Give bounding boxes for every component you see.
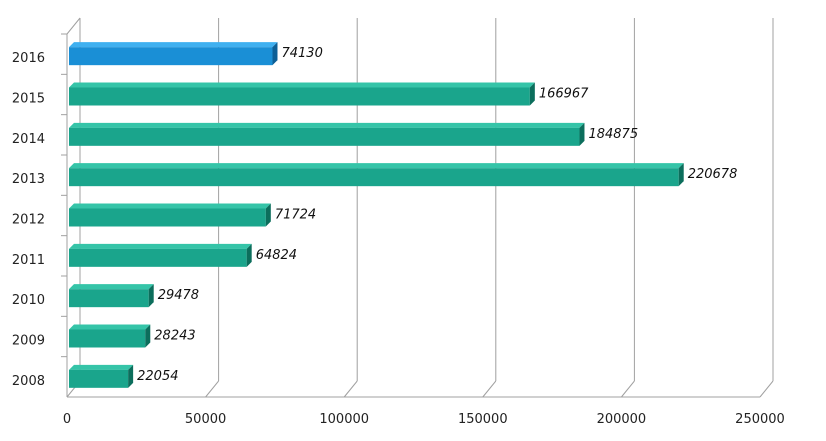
bar-top-face: [69, 122, 585, 128]
bar-top-face: [69, 203, 271, 209]
y-axis-top-edge: [66, 17, 81, 35]
bar-front-face: [69, 208, 266, 227]
bar-2016: [69, 42, 278, 66]
data-label-2012: 71724: [275, 208, 316, 223]
axes: 0 50000 100000 150000 200000 250000 2008 2009 20…: [12, 17, 785, 427]
y-tick-label: 2011: [12, 253, 45, 268]
x-tick-label: 250000: [735, 412, 785, 427]
gridline-floor-200000: [621, 380, 635, 398]
bar-end-face: [579, 122, 585, 146]
gridline-floor-150000: [482, 380, 497, 398]
bar-2011: [69, 243, 252, 267]
bar-top-face: [69, 284, 154, 290]
bar-2014: [69, 122, 585, 146]
x-tick-label: 200000: [597, 412, 647, 427]
bar-front-face: [69, 369, 129, 388]
y-tick-label: 2015: [12, 92, 45, 107]
bar-end-face: [145, 324, 151, 348]
bar-top-face: [69, 243, 252, 249]
bar-2008: [69, 364, 134, 388]
data-label-2011: 64824: [256, 248, 297, 263]
gridline-floor-50000: [205, 380, 219, 398]
data-label-2009: 28243: [154, 329, 195, 344]
data-label-2016: 74130: [281, 46, 322, 61]
data-label-2014: 184875: [588, 127, 638, 142]
bar-top-face: [69, 364, 134, 370]
bar-front-face: [69, 248, 247, 267]
bars: [69, 42, 684, 388]
y-tick-label: 2013: [12, 172, 45, 187]
y-tick-label: 2016: [12, 51, 45, 66]
y-tick-label: 2009: [12, 334, 45, 349]
bar-2010: [69, 284, 154, 308]
bar-front-face: [69, 289, 149, 308]
y-tick-label: 2014: [12, 132, 45, 147]
bar-top-face: [69, 82, 535, 88]
data-labels: 22054 28243 29478 64824 71724 220678 184875 166…: [137, 46, 737, 384]
bar-2013: [69, 163, 684, 187]
x-tick-label: 100000: [319, 412, 369, 427]
y-tick-label: 2012: [12, 213, 45, 228]
bar-end-face: [128, 364, 134, 388]
bar-end-face: [148, 284, 154, 308]
gridline-floor-250000: [759, 380, 774, 398]
data-label-2013: 220678: [688, 167, 738, 182]
x-tick-label: 150000: [458, 412, 508, 427]
gridline-floor-100000: [343, 380, 358, 398]
data-label-2015: 166967: [539, 87, 589, 102]
bar-top-face: [69, 163, 684, 169]
bar-end-face: [529, 82, 535, 106]
grid-lines: [66, 18, 774, 398]
bar-front-face: [69, 168, 679, 187]
bar-2012: [69, 203, 271, 227]
bar-front-face: [69, 127, 580, 146]
x-tick-label: 50000: [185, 412, 226, 427]
bar-2009: [69, 324, 151, 348]
y-tick-label: 2010: [12, 293, 45, 308]
bar-top-face: [69, 42, 278, 48]
x-tick-label: 0: [63, 412, 71, 427]
y-tick-label: 2008: [12, 374, 45, 389]
bar-front-face: [69, 47, 273, 66]
bar-top-face: [69, 324, 151, 330]
data-label-2010: 29478: [158, 288, 199, 303]
bar-end-face: [272, 42, 278, 66]
bar-2015: [69, 82, 535, 106]
bar-front-face: [69, 329, 146, 348]
bar-end-face: [246, 243, 252, 267]
data-label-2008: 22054: [137, 369, 178, 384]
bar-end-face: [678, 163, 684, 187]
bar-front-face: [69, 87, 530, 106]
bar-end-face: [265, 203, 271, 227]
